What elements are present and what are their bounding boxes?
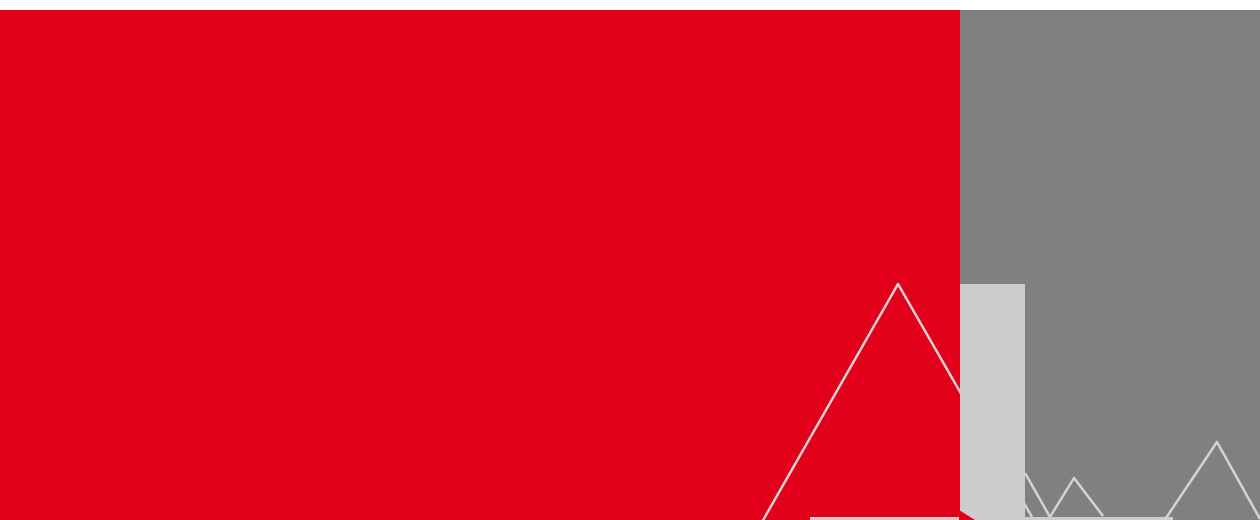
baseline-strip <box>810 517 1173 520</box>
mountain-outline-hidden-peak-slope <box>1023 472 1052 518</box>
mountain-outline-large-right <box>1163 440 1260 520</box>
mountain-outline-small <box>1048 476 1104 518</box>
red-peak-tip <box>959 510 975 520</box>
top-white-margin <box>0 0 1260 10</box>
light-gray-bar <box>960 284 1025 520</box>
red-panel <box>0 10 960 520</box>
